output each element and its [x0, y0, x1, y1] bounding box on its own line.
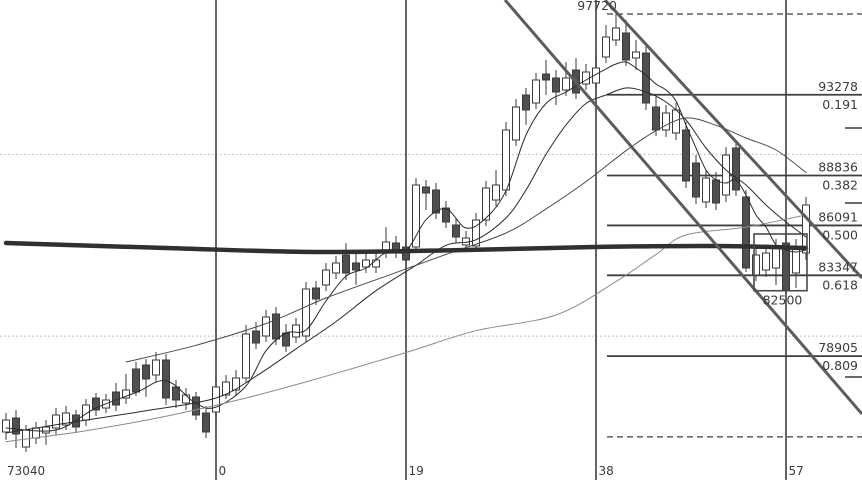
candlestick	[432, 183, 440, 219]
candlestick	[752, 247, 760, 281]
fib-ratio-label: 0.500	[822, 227, 858, 242]
candlestick	[192, 392, 200, 420]
x-axis-label: 57	[789, 464, 804, 478]
candlestick	[582, 64, 590, 90]
candlestick	[362, 253, 370, 273]
candlestick	[232, 370, 240, 395]
candlestick	[372, 253, 380, 273]
candlestick	[662, 105, 670, 137]
candlestick	[742, 190, 750, 272]
candlestick	[392, 236, 400, 258]
candlestick	[162, 354, 170, 405]
candlestick	[282, 324, 290, 352]
candlestick	[242, 325, 250, 383]
ma-medium-line	[5, 87, 807, 434]
consolidation-range-box[interactable]	[753, 233, 808, 292]
candlestick	[442, 201, 450, 228]
fib-ratio-label: 0.382	[822, 178, 858, 193]
candlestick	[262, 310, 270, 342]
candlestick	[652, 97, 660, 136]
candlestick	[622, 20, 630, 66]
x-axis-label: 0	[219, 464, 227, 478]
candlestick	[172, 380, 180, 408]
candlestick	[352, 250, 360, 285]
vertical-gridlines	[215, 0, 787, 480]
ma-slow-line	[125, 117, 807, 363]
candlestick	[142, 359, 150, 397]
fib-price-label: 93278	[818, 79, 858, 94]
candlestick	[322, 263, 330, 291]
candlestick	[412, 178, 420, 253]
candlestick	[542, 60, 550, 95]
ma-major-thick-line	[3, 240, 809, 255]
candlestick	[92, 393, 100, 416]
candlestick	[182, 388, 190, 410]
candlestick	[702, 170, 710, 208]
candlestick	[682, 122, 690, 188]
candlestick	[222, 375, 230, 399]
candlestick	[132, 362, 140, 396]
candlestick	[422, 180, 430, 210]
swing-high-price-label: 97720	[577, 0, 617, 13]
candlestick	[562, 62, 570, 96]
candlestick	[722, 147, 730, 202]
candlestick	[202, 406, 210, 438]
candlestick	[332, 256, 340, 279]
range-box-price-label: 82500	[763, 293, 803, 308]
candlestick	[692, 155, 700, 204]
candlestick	[2, 413, 10, 440]
ma-fast-line	[5, 61, 807, 432]
candlestick	[632, 40, 640, 70]
fib-price-label: 88836	[818, 160, 858, 175]
candlestick	[482, 181, 490, 226]
candlestick	[52, 408, 60, 435]
candlestick	[272, 307, 280, 345]
candlestick	[762, 245, 770, 277]
fib-price-label: 83347	[818, 259, 858, 274]
candlestick	[32, 422, 40, 444]
candlestick	[452, 218, 460, 243]
ma-slowest-line	[5, 214, 807, 443]
candlestick	[532, 73, 540, 109]
x-axis-label: 38	[599, 464, 614, 478]
candlestick	[302, 282, 310, 342]
fib-ratio-label: 0.809	[822, 358, 858, 373]
fibonacci-labels: 93278 0.191 88836 0.382 86091 0.500 83347 0.618…	[577, 0, 858, 373]
fib-price-label: 78905	[818, 340, 858, 355]
origin-price-label: 73040	[7, 464, 45, 478]
right-edge-ticks	[845, 127, 862, 378]
candlestick	[732, 140, 740, 196]
candlestick	[512, 99, 520, 146]
candlestick	[782, 235, 790, 294]
candlestick	[602, 25, 610, 63]
candlestick	[552, 70, 560, 105]
candlestick	[342, 243, 350, 280]
candlestick	[112, 383, 120, 411]
candlestick	[522, 88, 530, 125]
candlestick	[642, 46, 650, 110]
candlestick	[42, 420, 50, 445]
downtrend-channel-lower[interactable]	[603, 0, 862, 280]
candlestick	[292, 318, 300, 343]
fib-price-label: 86091	[818, 209, 858, 224]
downtrend-channel-upper[interactable]	[503, 0, 862, 415]
candlestick	[152, 352, 160, 382]
candlestick	[492, 170, 500, 206]
x-axis-labels: 0 19 38 57 73040	[7, 464, 804, 478]
candlestick	[122, 374, 130, 404]
candlestick	[312, 281, 320, 305]
candlestick	[612, 14, 620, 46]
x-axis-label: 19	[409, 464, 424, 478]
candlestick	[592, 55, 600, 89]
fib-ratio-label: 0.191	[822, 97, 858, 112]
fib-ratio-label: 0.618	[822, 277, 858, 292]
